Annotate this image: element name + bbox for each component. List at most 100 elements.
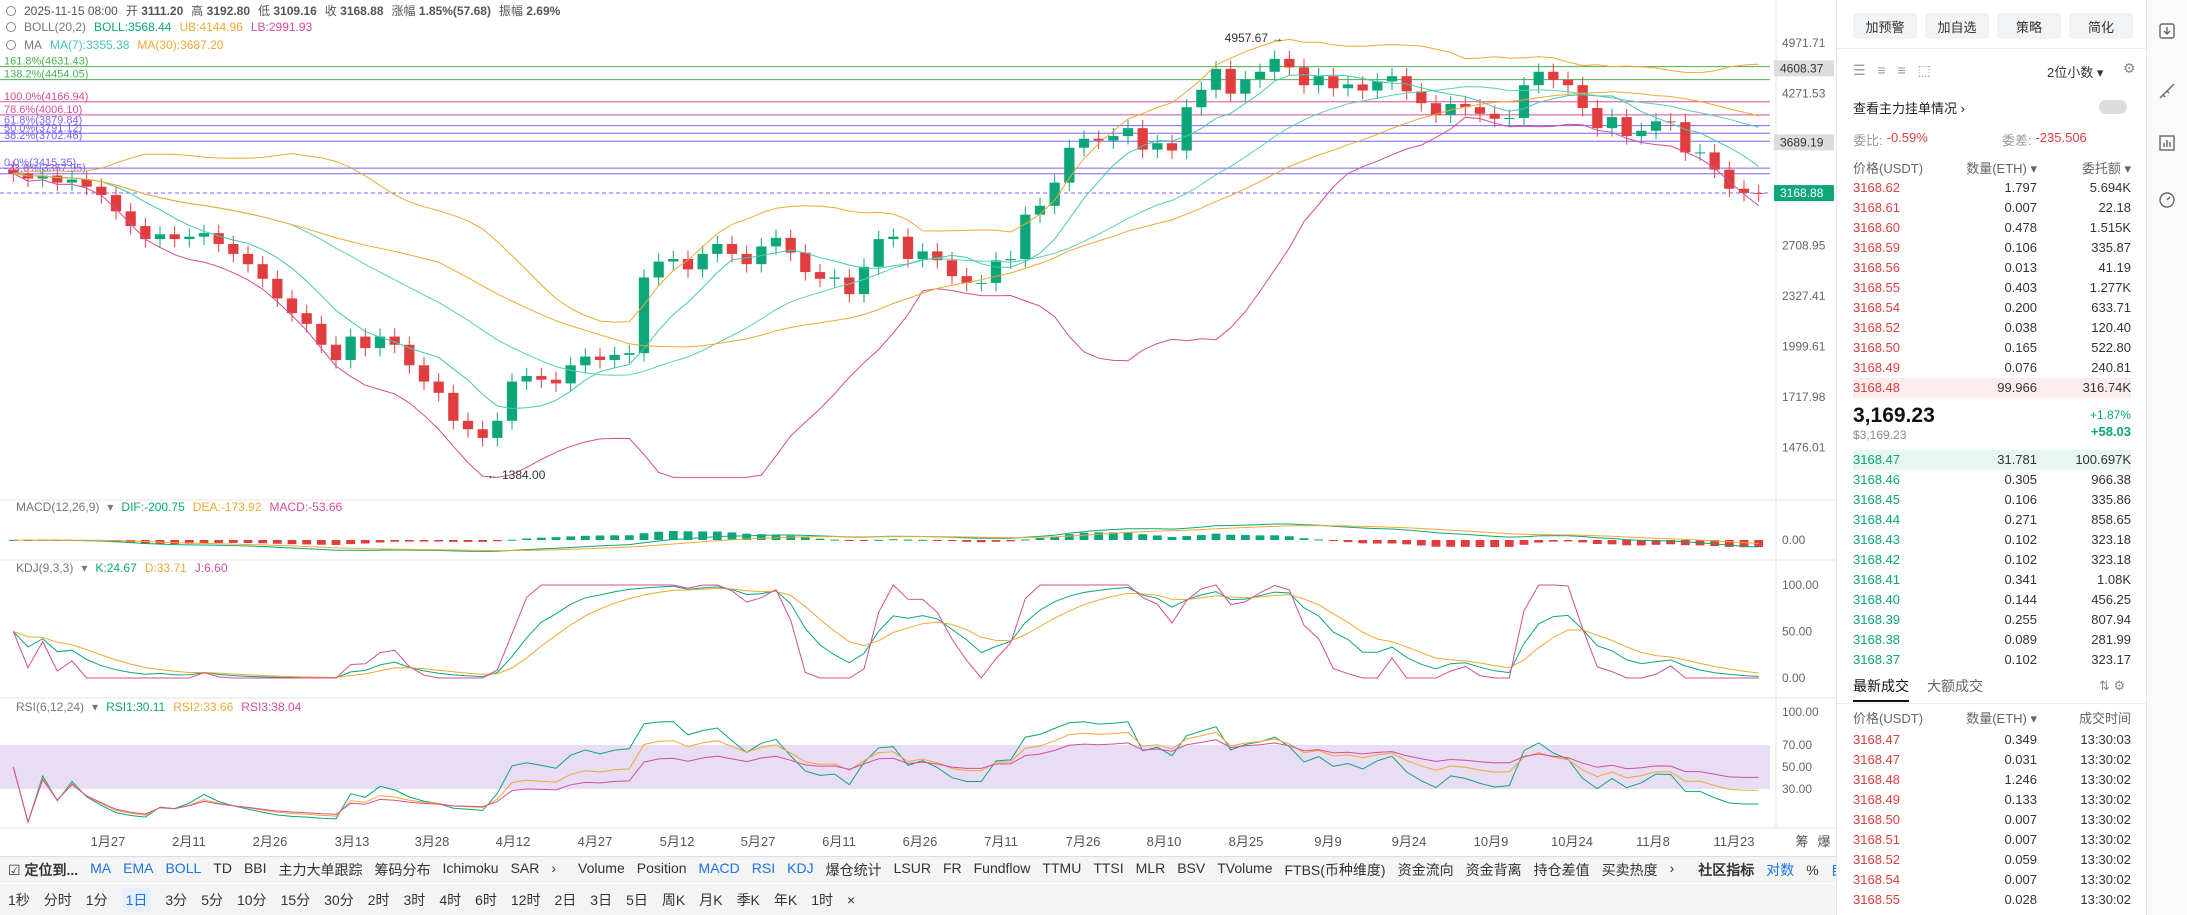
interval-item[interactable]: 4时 bbox=[439, 891, 462, 908]
interval-item[interactable]: 6时 bbox=[475, 891, 497, 908]
order-title[interactable]: 查看主力挂单情况 › bbox=[1853, 101, 1965, 116]
ruler-icon[interactable] bbox=[2159, 83, 2175, 99]
orderbook-col-header[interactable]: 价格(USDT) bbox=[1853, 161, 1924, 176]
chart-bars-icon[interactable] bbox=[2159, 135, 2175, 151]
indicator-item[interactable]: 爆仓统计 bbox=[825, 862, 882, 878]
bid-row[interactable]: 3168.37 0.102 323.17 bbox=[1853, 650, 2131, 670]
indicator-item[interactable]: KDJ bbox=[787, 860, 814, 876]
layout-icons[interactable]: ☰ ≡ ≡ ⬚ bbox=[1853, 62, 1935, 78]
ask-row[interactable]: 3168.61 0.007 22.18 bbox=[1853, 198, 2131, 218]
indicator-item[interactable]: › bbox=[551, 860, 557, 876]
indicator-item[interactable]: › bbox=[1669, 860, 1675, 876]
ask-row[interactable]: 3168.54 0.200 633.71 bbox=[1853, 298, 2131, 318]
interval-item[interactable]: 月K bbox=[699, 891, 723, 908]
interval-item[interactable]: 2时 bbox=[367, 891, 390, 908]
btn-3[interactable]: 简化 bbox=[2069, 13, 2133, 39]
interval-item[interactable]: 分时 bbox=[43, 891, 72, 908]
indicator-item[interactable]: MA bbox=[90, 860, 112, 876]
ask-row[interactable]: 3168.55 0.403 1.277K bbox=[1853, 278, 2131, 298]
community-indicator-button[interactable]: 社区指标 bbox=[1698, 860, 1754, 880]
interval-item[interactable]: 2日 bbox=[554, 891, 577, 908]
indicator-item[interactable]: BSV bbox=[1177, 860, 1206, 876]
indicator-item[interactable]: TTMU bbox=[1042, 860, 1082, 876]
ask-row[interactable]: 3168.56 0.013 41.19 bbox=[1853, 258, 2131, 278]
interval-item[interactable]: 5分 bbox=[201, 891, 223, 908]
orderbook-col-header[interactable]: 数量(ETH) ▾ bbox=[1966, 161, 2037, 176]
trades-col-header[interactable]: 成交时间 bbox=[2078, 711, 2131, 726]
chevron-down-icon[interactable]: ▾ bbox=[107, 500, 114, 514]
indicator-item[interactable]: FR bbox=[942, 860, 962, 876]
indicator-item[interactable]: TD bbox=[213, 860, 232, 876]
interval-item[interactable]: 1日 bbox=[121, 887, 152, 912]
interval-item[interactable]: 季K bbox=[736, 891, 760, 908]
log-scale-toggle[interactable]: 对数 bbox=[1766, 862, 1795, 878]
bid-row[interactable]: 3168.46 0.305 966.38 bbox=[1853, 470, 2131, 490]
ask-row[interactable]: 3168.50 0.165 522.80 bbox=[1853, 338, 2131, 358]
interval-item[interactable]: 3分 bbox=[165, 891, 188, 908]
indicator-item[interactable]: 买卖热度 bbox=[1601, 862, 1658, 878]
indicator-item[interactable]: Volume bbox=[578, 860, 625, 876]
trade-tab[interactable]: 大额成交 bbox=[1927, 678, 1983, 694]
interval-item[interactable]: 12时 bbox=[510, 891, 541, 908]
ask-row[interactable]: 3168.60 0.478 1.515K bbox=[1853, 218, 2131, 238]
eye-icon[interactable] bbox=[6, 40, 16, 50]
ask-row[interactable]: 3168.49 0.076 240.81 bbox=[1853, 358, 2131, 378]
ask-row[interactable]: 3168.62 1.797 5.694K bbox=[1853, 178, 2131, 198]
btn-1[interactable]: 加自选 bbox=[1925, 13, 1989, 39]
interval-item[interactable]: 5日 bbox=[626, 891, 648, 908]
bid-row[interactable]: 3168.43 0.102 323.18 bbox=[1853, 530, 2131, 550]
indicator-item[interactable]: TVolume bbox=[1217, 860, 1273, 876]
interval-item[interactable]: 年K bbox=[773, 891, 798, 908]
bid-row[interactable]: 3168.45 0.106 335.86 bbox=[1853, 490, 2131, 510]
bid-row[interactable]: 3168.44 0.271 858.65 bbox=[1853, 510, 2131, 530]
chart-svg[interactable]: 261.8%(5855.36)161.8%(4631.43)138.2%(445… bbox=[0, 0, 1836, 860]
bid-row[interactable]: 3168.42 0.102 323.18 bbox=[1853, 550, 2131, 570]
indicator-item[interactable]: BBI bbox=[243, 860, 267, 876]
indicator-item[interactable]: BOLL bbox=[165, 860, 202, 876]
download-icon[interactable] bbox=[2159, 23, 2175, 39]
interval-item[interactable]: 1秒 bbox=[8, 891, 30, 908]
indicator-item[interactable]: 主力大单跟踪 bbox=[278, 862, 363, 878]
interval-item[interactable]: 10分 bbox=[236, 891, 267, 908]
bid-row[interactable]: 3168.38 0.089 281.99 bbox=[1853, 630, 2131, 650]
locate-button[interactable]: ☑ 定位到... bbox=[8, 862, 79, 878]
indicator-item[interactable]: Position bbox=[636, 860, 687, 876]
trade-tab[interactable]: 最新成交 bbox=[1853, 676, 1909, 702]
indicator-item[interactable]: Fundflow bbox=[973, 860, 1031, 876]
bid-row[interactable]: 3168.39 0.255 807.94 bbox=[1853, 610, 2131, 630]
bid-row[interactable]: 3168.41 0.341 1.08K bbox=[1853, 570, 2131, 590]
trades-col-header[interactable]: 价格(USDT) bbox=[1853, 711, 1924, 726]
indicator-item[interactable]: TTSI bbox=[1093, 860, 1124, 876]
orderbook-col-header[interactable]: 委托额 ▾ bbox=[2081, 161, 2131, 176]
eye-icon[interactable] bbox=[6, 22, 16, 32]
gauge-icon[interactable] bbox=[2159, 192, 2175, 208]
indicator-item[interactable]: Ichimoku bbox=[442, 860, 499, 876]
chevron-down-icon[interactable]: ▾ bbox=[92, 700, 99, 714]
indicator-item[interactable]: 持仓差值 bbox=[1533, 862, 1590, 878]
gear-icon[interactable]: ⚙ bbox=[2123, 60, 2136, 76]
precision-select[interactable]: 2位小数 ▾ bbox=[2047, 65, 2104, 80]
toggle-switch[interactable] bbox=[2099, 100, 2127, 114]
indicator-item[interactable]: LSUR bbox=[893, 860, 931, 876]
indicator-item[interactable]: 资金背离 bbox=[1465, 862, 1522, 878]
interval-item[interactable]: 周K bbox=[661, 891, 686, 908]
bid-row[interactable]: 3168.40 0.144 456.25 bbox=[1853, 590, 2131, 610]
percent-toggle[interactable]: % bbox=[1806, 862, 1819, 878]
ask-row[interactable]: 3168.59 0.106 335.87 bbox=[1853, 238, 2131, 258]
interval-item[interactable]: 3日 bbox=[590, 891, 613, 908]
indicator-item[interactable]: RSI bbox=[751, 860, 776, 876]
bid-row[interactable]: 3168.47 31.781 100.697K bbox=[1853, 450, 2131, 470]
btn-0[interactable]: 加预警 bbox=[1853, 13, 1917, 39]
btn-2[interactable]: 策略 bbox=[1997, 13, 2061, 39]
interval-item[interactable]: 1分 bbox=[85, 891, 108, 908]
indicator-item[interactable]: MACD bbox=[698, 860, 740, 876]
interval-item[interactable]: 15分 bbox=[280, 891, 311, 908]
chevron-down-icon[interactable]: ▾ bbox=[81, 561, 88, 575]
interval-item[interactable]: 1时 bbox=[811, 891, 834, 908]
ask-row[interactable]: 3168.48 99.966 316.74K bbox=[1853, 378, 2131, 398]
chart-area[interactable]: 261.8%(5855.36)161.8%(4631.43)138.2%(445… bbox=[0, 0, 1836, 860]
indicator-item[interactable]: 筹码分布 bbox=[374, 862, 431, 878]
indicator-item[interactable]: EMA bbox=[123, 860, 154, 876]
interval-item[interactable]: 30分 bbox=[324, 891, 354, 908]
interval-item[interactable]: 3时 bbox=[403, 891, 426, 908]
